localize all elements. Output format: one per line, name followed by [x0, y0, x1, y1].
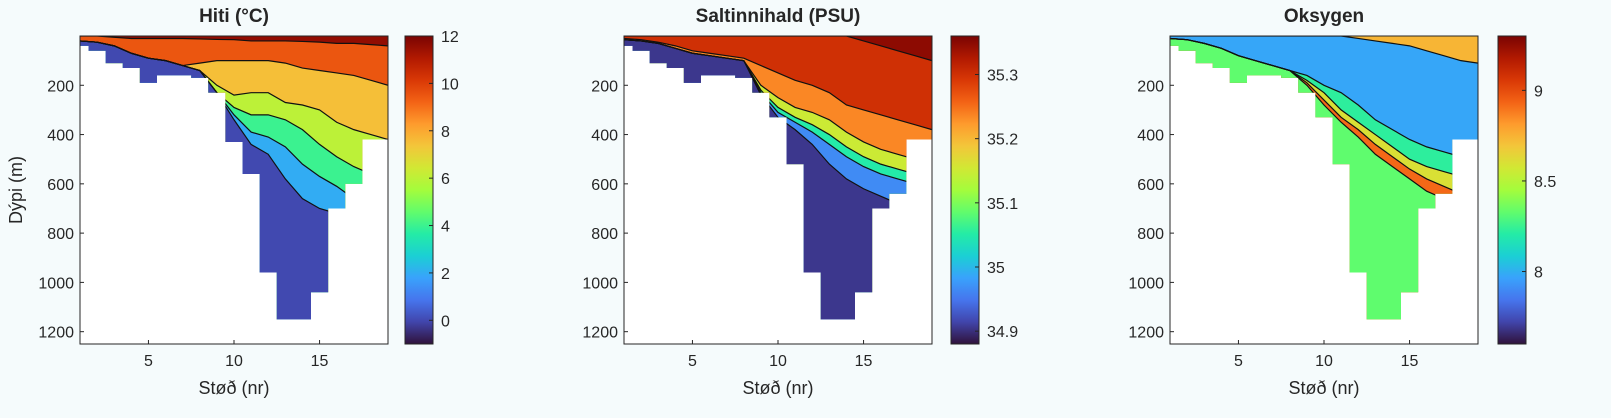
y-tick-label: 800: [1137, 226, 1164, 243]
colorbar-tick-label: 0: [441, 313, 450, 330]
x-tick-label: 5: [1234, 353, 1243, 370]
x-tick-label: 10: [225, 353, 243, 370]
y-tick-label: 1200: [38, 325, 74, 342]
y-tick-label: 1000: [1128, 275, 1164, 292]
colorbar-tick-label: 34.9: [987, 324, 1018, 341]
x-tick-label: 5: [688, 353, 697, 370]
colorbar-tick-label: 35.3: [987, 68, 1018, 85]
contour-line-35.27: [624, 37, 932, 131]
colorbar-tick-label: 8: [1534, 265, 1543, 282]
y-tick-label: 1200: [1128, 325, 1164, 342]
panel-2: 5 10 15 200 400 600 800 1000 1200 Saltinnihald (P…: [582, 6, 1018, 398]
y-tick-label: 1200: [582, 325, 618, 342]
y-tick-label: 1000: [38, 275, 74, 292]
panel-title: Hiti (°C): [199, 6, 269, 27]
panel-1: 5 10 15 200 400 600 800 1000 1200 Hiti (°C) Støð (…: [38, 6, 458, 398]
colorbar-tick-label: 9: [1534, 83, 1543, 100]
colorbar-tick-label: 35.1: [987, 196, 1018, 213]
x-axis-label: Støð (nr): [198, 378, 269, 398]
contour-line-35.33: [624, 36, 932, 62]
x-tick-label: 10: [1315, 353, 1333, 370]
x-tick-label: 15: [1401, 353, 1419, 370]
colorbar-tick-label: 2: [441, 266, 450, 283]
y-tick-label: 1000: [582, 275, 618, 292]
contour-line-9.05: [1170, 37, 1478, 214]
colorbar-tick-label: 8.5: [1534, 174, 1556, 191]
y-tick-label: 400: [1137, 128, 1164, 145]
y-axis-label: Dýpi (m): [6, 156, 26, 224]
colorbar: [950, 35, 980, 345]
x-tick-label: 10: [769, 353, 787, 370]
colorbar-tick-label: 6: [441, 171, 450, 188]
y-tick-label: 600: [1137, 177, 1164, 194]
y-tick-label: 600: [591, 177, 618, 194]
colorbar: [404, 35, 434, 345]
colorbar-tick-label: 8: [441, 124, 450, 141]
colorbar-tick-label: 10: [441, 76, 459, 93]
y-tick-label: 400: [47, 128, 74, 145]
y-tick-label: 800: [591, 226, 618, 243]
x-tick-label: 15: [855, 353, 873, 370]
y-tick-label: 400: [591, 128, 618, 145]
panel-title: Saltinnihald (PSU): [696, 6, 861, 27]
colorbar: [1497, 35, 1527, 345]
x-tick-label: 15: [311, 353, 329, 370]
colorbar-tick-label: 35.2: [987, 132, 1018, 149]
colorbar-tick-label: 4: [441, 219, 450, 236]
panel-title: Oksygen: [1284, 6, 1364, 27]
contour-line-11: [80, 36, 388, 47]
colorbar-tick-label: 12: [441, 29, 459, 46]
y-tick-label: 800: [47, 226, 74, 243]
x-tick-label: 5: [144, 353, 153, 370]
contour-line-7.9: [1170, 36, 1478, 64]
colorbar-tick-label: 35: [987, 260, 1005, 277]
y-tick-label: 200: [47, 78, 74, 95]
y-tick-label: 600: [47, 177, 74, 194]
panel-3: 5 10 15 200 400 600 800 1000 1200 Oksygen Støð (nr…: [1128, 6, 1556, 398]
x-axis-label: Støð (nr): [1288, 378, 1359, 398]
x-axis-label: Støð (nr): [742, 378, 813, 398]
y-tick-label: 200: [1137, 78, 1164, 95]
y-tick-label: 200: [591, 78, 618, 95]
contour-line-34.93: [624, 39, 932, 214]
